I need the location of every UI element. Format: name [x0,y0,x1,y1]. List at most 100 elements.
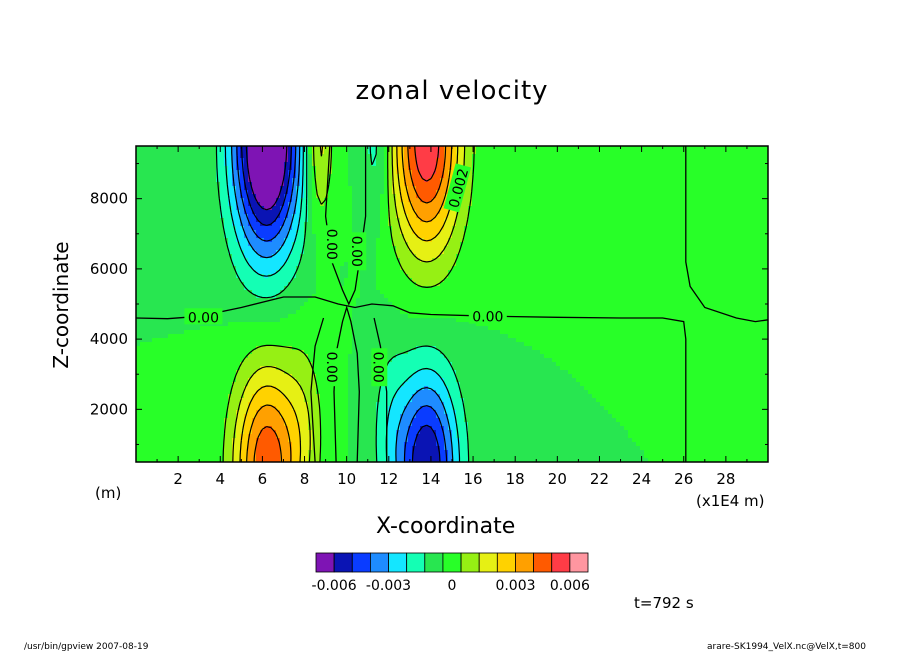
contour-fill-cell [316,146,321,151]
contour-fill-cell [224,202,229,207]
contour-fill-cell [708,214,713,219]
contour-fill-cell [164,270,169,275]
contour-fill-cell [512,162,517,167]
contour-fill-cell [588,162,593,167]
contour-fill-cell [424,194,429,199]
contour-fill-cell [752,246,757,251]
contour-fill-cell [260,266,265,271]
contour-fill-cell [216,210,221,215]
contour-fill-cell [500,174,505,179]
contour-fill-cell [628,230,633,235]
contour-fill-cell [356,154,361,159]
contour-fill-cell [624,198,629,203]
contour-fill-cell [400,210,405,215]
contour-fill-cell [576,218,581,223]
contour-fill-cell [232,258,237,263]
contour-fill-cell [688,198,693,203]
contour-fill-cell [516,222,521,227]
contour-fill-cell [284,218,289,223]
contour-fill-cell [556,250,561,255]
contour-fill-cell [512,146,517,151]
contour-fill-cell [584,162,589,167]
contour-fill-cell [540,234,545,239]
contour-fill-cell [712,198,717,203]
contour-fill-cell [396,166,401,171]
contour-fill-cell [456,266,461,271]
contour-fill-cell [692,234,697,239]
contour-fill-cell [556,182,561,187]
contour-fill-cell [404,202,409,207]
contour-fill-cell [680,154,685,159]
contour-fill-cell [512,222,517,227]
contour-fill-cell [436,170,441,175]
contour-fill-cell [160,202,165,207]
contour-fill-cell [416,170,421,175]
contour-fill-cell [360,146,365,151]
contour-fill-cell [688,194,693,199]
contour-fill-cell [208,254,213,259]
contour-fill-cell [252,250,257,255]
contour-fill-cell [212,234,217,239]
contour-fill-cell [364,226,369,231]
contour-fill-cell [720,150,725,155]
contour-fill-cell [360,222,365,227]
contour-fill-cell [492,238,497,243]
contour-fill-cell [552,178,557,183]
contour-fill-cell [348,194,353,199]
contour-fill-cell [460,150,465,155]
contour-fill-cell [356,218,361,223]
contour-fill-cell [344,202,349,207]
contour-fill-cell [644,258,649,263]
contour-fill-cell [496,190,501,195]
contour-fill-cell [376,150,381,155]
contour-fill-cell [336,150,341,155]
contour-fill-cell [484,146,489,151]
contour-fill-cell [520,230,525,235]
contour-fill-cell [572,150,577,155]
contour-fill-cell [520,190,525,195]
contour-fill-cell [228,174,233,179]
contour-fill-cell [604,266,609,271]
contour-fill-cell [748,206,753,211]
contour-fill-cell [136,242,141,247]
contour-fill-cell [196,150,201,155]
contour-fill-cell [652,210,657,215]
contour-fill-cell [500,266,505,271]
contour-fill-cell [740,206,745,211]
contour-fill-cell [532,186,537,191]
contour-fill-cell [616,234,621,239]
contour-fill-cell [440,214,445,219]
contour-fill-cell [572,214,577,219]
contour-fill-cell [496,154,501,159]
contour-fill-cell [744,206,749,211]
contour-fill-cell [400,258,405,263]
contour-fill-cell [320,250,325,255]
contour-fill-cell [612,182,617,187]
contour-fill-cell [336,158,341,163]
contour-fill-cell [496,150,501,155]
contour-fill-cell [152,234,157,239]
contour-fill-cell [308,158,313,163]
contour-fill-cell [644,206,649,211]
contour-fill-cell [140,254,145,259]
contour-fill-cell [216,218,221,223]
contour-fill-cell [420,190,425,195]
contour-fill-cell [284,182,289,187]
contour-fill-cell [608,254,613,259]
contour-fill-cell [488,170,493,175]
contour-fill-cell [240,214,245,219]
contour-fill-cell [496,170,501,175]
contour-fill-cell [164,202,169,207]
contour-fill-cell [496,178,501,183]
contour-fill-cell [596,262,601,267]
contour-fill-cell [624,262,629,267]
contour-fill-cell [400,246,405,251]
contour-fill-cell [756,254,761,259]
contour-fill-cell [504,198,509,203]
contour-fill-cell [452,246,457,251]
contour-fill-cell [408,270,413,275]
contour-fill-cell [552,198,557,203]
contour-fill-cell [620,146,625,151]
contour-fill-cell [408,242,413,247]
contour-fill-cell [368,230,373,235]
